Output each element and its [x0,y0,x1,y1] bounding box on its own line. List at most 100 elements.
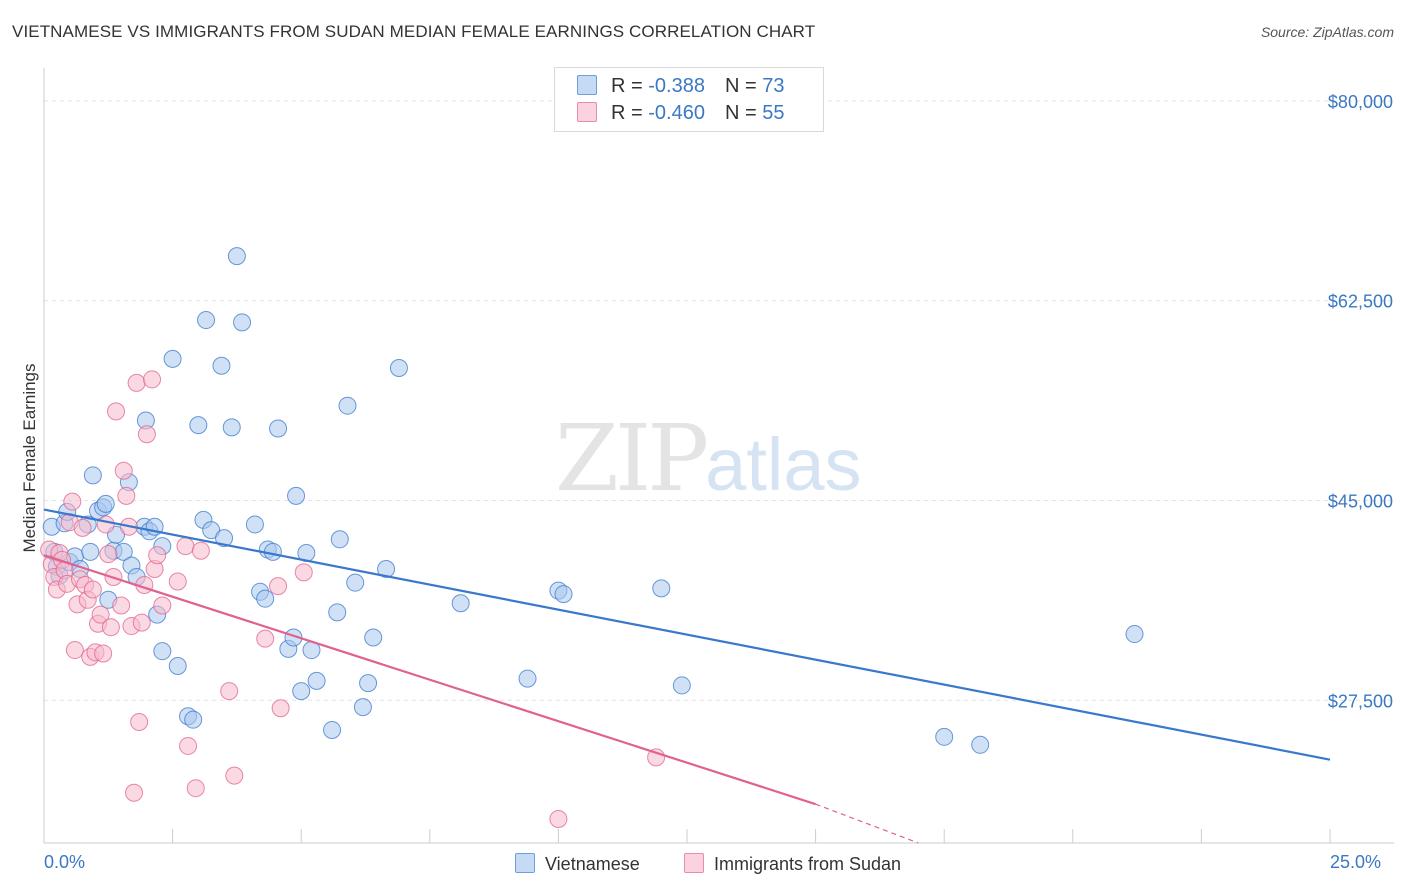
data-point [112,596,131,615]
series-legend: Vietnamese Immigrants from Sudan [0,852,1406,876]
data-point [99,545,118,564]
legend-r-value: -0.460 [648,102,705,124]
trend-line-sudan [43,554,816,806]
trend-lines [43,508,1331,844]
data-point [518,669,537,688]
data-point [554,585,573,604]
trend-line-vietnamese [43,508,1331,761]
data-point [168,572,187,591]
data-point [287,486,306,505]
data-point [1125,625,1144,644]
data-point [73,518,92,537]
trend-line-sudan-extension [815,803,919,844]
data-point [96,494,115,513]
data-point [143,370,162,389]
data-point [65,641,84,660]
x-tick-label-max: 25.0% [1330,852,1382,872]
data-point [63,492,82,511]
data-point [148,546,167,565]
series-sudan-points [40,370,666,829]
data-point [227,247,246,266]
series-legend-sudan: Immigrants from Sudan [684,852,901,876]
chart-title: VIETNAMESE VS IMMIGRANTS FROM SUDAN MEDI… [12,22,816,41]
legend-n-value: 55 [762,102,785,124]
data-point [191,541,210,560]
series-legend-swatch-pink [684,853,704,873]
data-point [197,311,216,330]
data-point [359,674,378,693]
data-point [353,698,372,717]
legend-swatch-blue [577,75,597,95]
data-point [549,810,568,829]
data-point [117,486,136,505]
data-point [935,727,954,746]
legend-swatch-pink [577,102,597,122]
data-point [328,603,347,622]
data-point [346,573,365,592]
data-point [269,419,288,438]
data-point [153,642,172,661]
correlation-legend: R = -0.388 N = 73 R = -0.460 N = 55 [554,67,824,132]
data-point [256,589,275,608]
data-point [179,736,198,755]
legend-r-label: R = [611,102,649,124]
y-tick-label: $62,500 [1328,292,1393,312]
series-legend-label: Immigrants from Sudan [714,854,902,874]
data-point [233,313,252,332]
data-point [323,720,342,739]
data-point [114,461,133,480]
axes [43,68,1394,844]
data-point [652,579,671,598]
data-point [971,735,990,754]
data-point [83,580,102,599]
legend-n-label: N = [724,102,763,124]
data-point [83,466,102,485]
y-tick-label: $45,000 [1328,491,1393,511]
data-point [130,712,149,731]
data-point [176,537,195,556]
source-label: Source: ZipAtlas.com [1260,24,1394,40]
data-point [338,396,357,415]
watermark: ZIPatlas [555,405,861,512]
data-point [364,628,383,647]
data-point [389,359,408,378]
data-point [307,671,326,690]
y-tick-label: $27,500 [1328,691,1393,711]
data-point [132,613,151,632]
legend-r-value: -0.388 [648,75,705,97]
data-point [168,657,187,676]
y-axis-label: Median Female Earnings [20,364,39,553]
watermark-zip: ZIP [555,405,709,512]
series-legend-label: Vietnamese [545,854,640,874]
data-point [672,676,691,695]
y-tick-label: $80,000 [1328,92,1393,112]
data-point [256,629,275,648]
series-legend-swatch-blue [515,853,535,873]
data-point [245,515,264,534]
legend-row-sudan: R = -0.460 N = 55 [577,100,784,126]
data-point [184,710,203,729]
data-point [81,542,100,561]
data-point [215,529,234,548]
data-point [137,425,156,444]
data-point [127,373,146,392]
y-tick-labels: $27,500 $45,000 $62,500 $80,000 [1328,92,1393,711]
data-point [101,618,120,637]
data-point [269,577,288,596]
data-point [125,783,144,802]
legend-row-vietnamese: R = -0.388 N = 73 [577,73,784,99]
data-point [330,530,349,549]
series-vietnamese-points [42,247,1144,754]
data-point [107,402,126,421]
data-point [91,605,110,624]
data-point [377,559,396,578]
data-point [220,682,239,701]
data-point [153,596,172,615]
series-legend-vietnamese: Vietnamese [515,852,640,876]
watermark-atlas: atlas [705,423,862,506]
x-tick-label-min: 0.0% [44,852,86,872]
data-point [294,563,313,582]
legend-r-label: R = [611,75,649,97]
gridlines [44,100,1394,701]
